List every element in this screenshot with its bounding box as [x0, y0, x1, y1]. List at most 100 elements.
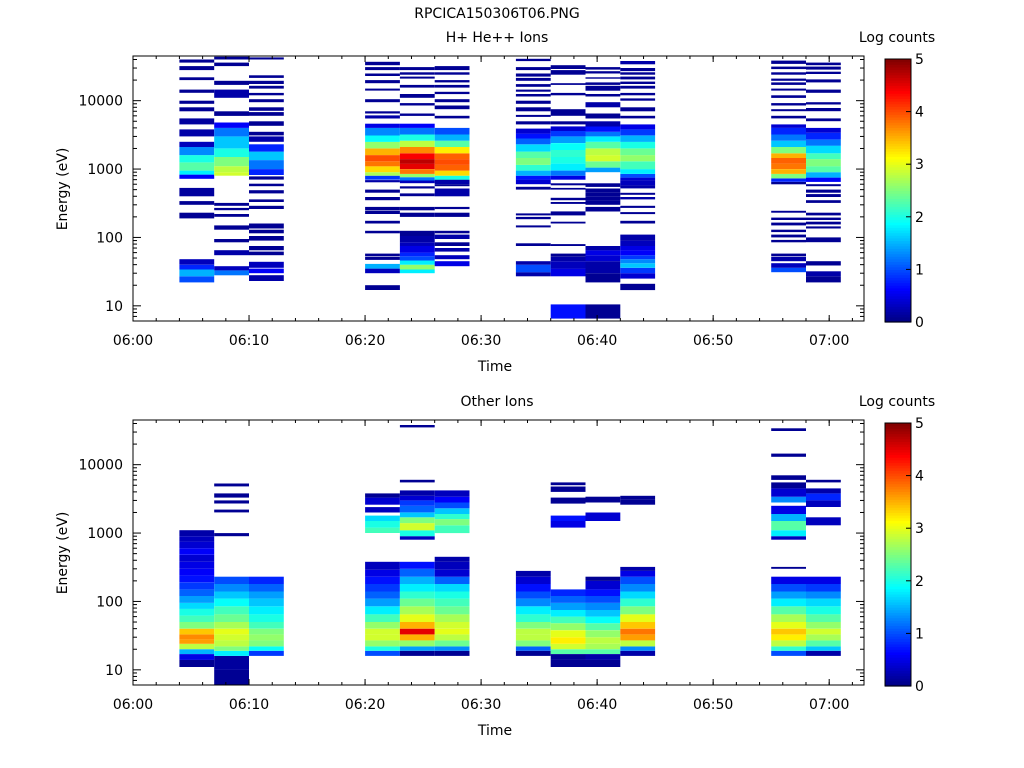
colorbar-swatch	[885, 546, 911, 550]
heatmap-cell	[620, 273, 656, 279]
heatmap-cell	[550, 654, 586, 660]
colorbar-swatch	[885, 525, 911, 529]
heatmap-cell	[771, 576, 806, 584]
colorbar-swatch	[885, 567, 911, 571]
heatmap-cell	[249, 144, 284, 152]
y-tick-label: 10000	[78, 94, 123, 110]
colorbar-swatch	[885, 633, 911, 637]
heatmap-cell	[771, 127, 806, 135]
x-tick-label: 06:00	[113, 333, 153, 349]
heatmap-cell	[179, 561, 215, 569]
heatmap-cell	[214, 650, 249, 656]
heatmap-cell	[434, 80, 470, 83]
heatmap-cell	[620, 622, 656, 629]
heatmap-cell	[550, 83, 586, 85]
heatmap-cell	[434, 105, 470, 110]
colorbar-swatch	[885, 145, 911, 150]
heatmap-cell	[434, 184, 470, 187]
colorbar-swatch	[885, 311, 911, 315]
heatmap-cell	[585, 576, 621, 581]
heatmap-cell	[214, 493, 249, 498]
colorbar-swatch	[885, 211, 911, 215]
heatmap-cell	[550, 268, 586, 277]
heatmap-cell	[365, 61, 400, 66]
heatmap-cell	[249, 576, 284, 584]
heatmap-cell	[365, 180, 400, 183]
heatmap-cell	[249, 112, 284, 116]
heatmap-cell	[620, 495, 656, 500]
panel-h-he-ions: H+ He++ Ions Energy (eV) Time Log counts…	[55, 30, 935, 375]
colorbar-swatch	[885, 480, 911, 485]
heatmap-cell	[620, 115, 656, 119]
heatmap-cell	[399, 425, 435, 428]
colorbar-swatch	[885, 111, 911, 115]
heatmap-cell	[806, 132, 841, 140]
heatmap-cell	[585, 512, 621, 521]
heatmap-cell	[515, 144, 551, 152]
heatmap-cell	[620, 220, 656, 224]
heatmap-cell	[179, 622, 215, 629]
colorbar-swatch	[885, 174, 911, 178]
heatmap-cell	[399, 153, 435, 160]
heatmap-cell	[771, 163, 806, 169]
colorbar-swatch	[885, 158, 911, 163]
colorbar-swatch	[885, 306, 911, 310]
x-axis-label-1: Time	[477, 359, 512, 375]
heatmap-cell	[806, 488, 841, 494]
heatmap-cell	[365, 210, 400, 214]
colorbar-swatch	[885, 303, 911, 307]
heatmap-cell	[249, 176, 284, 180]
heatmap-cell	[550, 589, 586, 596]
heatmap-cell	[585, 85, 621, 91]
colorbar-swatch	[885, 245, 911, 249]
heatmap-cell	[179, 596, 215, 603]
heatmap-cell	[585, 155, 621, 162]
heatmap-cell	[550, 157, 586, 164]
colorbar-swatch	[885, 536, 911, 540]
colorbar-swatch	[885, 530, 911, 535]
heatmap-cell	[434, 556, 470, 562]
heatmap-cell	[214, 640, 249, 647]
heatmap-cell	[214, 111, 249, 116]
heatmap-cell	[550, 175, 586, 180]
colorbar-swatch	[885, 638, 911, 642]
heatmap-cell	[249, 107, 284, 111]
heatmap-cell	[434, 496, 470, 503]
heatmap-cell	[365, 197, 400, 201]
heatmap-cell	[365, 88, 400, 91]
heatmap-cell	[365, 115, 400, 119]
heatmap-cell	[515, 158, 551, 165]
heatmap-cell	[620, 124, 656, 130]
heatmap-cell	[585, 121, 621, 127]
heatmap-cell	[434, 569, 470, 577]
heatmap-cell	[399, 495, 435, 501]
heatmap-cell	[179, 603, 215, 609]
colorbar-swatch	[885, 261, 911, 265]
heatmap-cell	[434, 508, 470, 514]
heatmap-cell	[620, 263, 656, 268]
heatmap-cell	[585, 250, 621, 256]
heatmap-cell	[620, 259, 656, 264]
colorbar-swatch	[885, 459, 911, 464]
heatmap-cell	[806, 71, 841, 74]
colorbar-swatch	[885, 559, 911, 563]
heatmap-cell	[214, 509, 249, 513]
colorbar-swatch	[885, 554, 911, 558]
plot-frame-1	[132, 55, 865, 322]
x-tick-label: 07:00	[809, 333, 849, 349]
colorbar-swatch	[885, 441, 911, 445]
heatmap-cell	[249, 646, 284, 651]
heatmap-cell	[771, 640, 806, 647]
heatmap-cell	[399, 193, 435, 197]
heatmap-cell	[515, 121, 551, 125]
heatmap-cell	[179, 589, 215, 596]
colorbar-swatch	[885, 580, 911, 585]
heatmap-cell	[806, 221, 841, 225]
colorbar-swatch	[885, 66, 911, 71]
heatmap-cell	[806, 517, 841, 526]
heatmap-cell	[585, 649, 621, 654]
heatmap-cell	[249, 622, 284, 629]
heatmap-cell	[365, 507, 400, 513]
heatmap-cell	[434, 140, 470, 147]
heatmap-cell	[771, 60, 806, 64]
